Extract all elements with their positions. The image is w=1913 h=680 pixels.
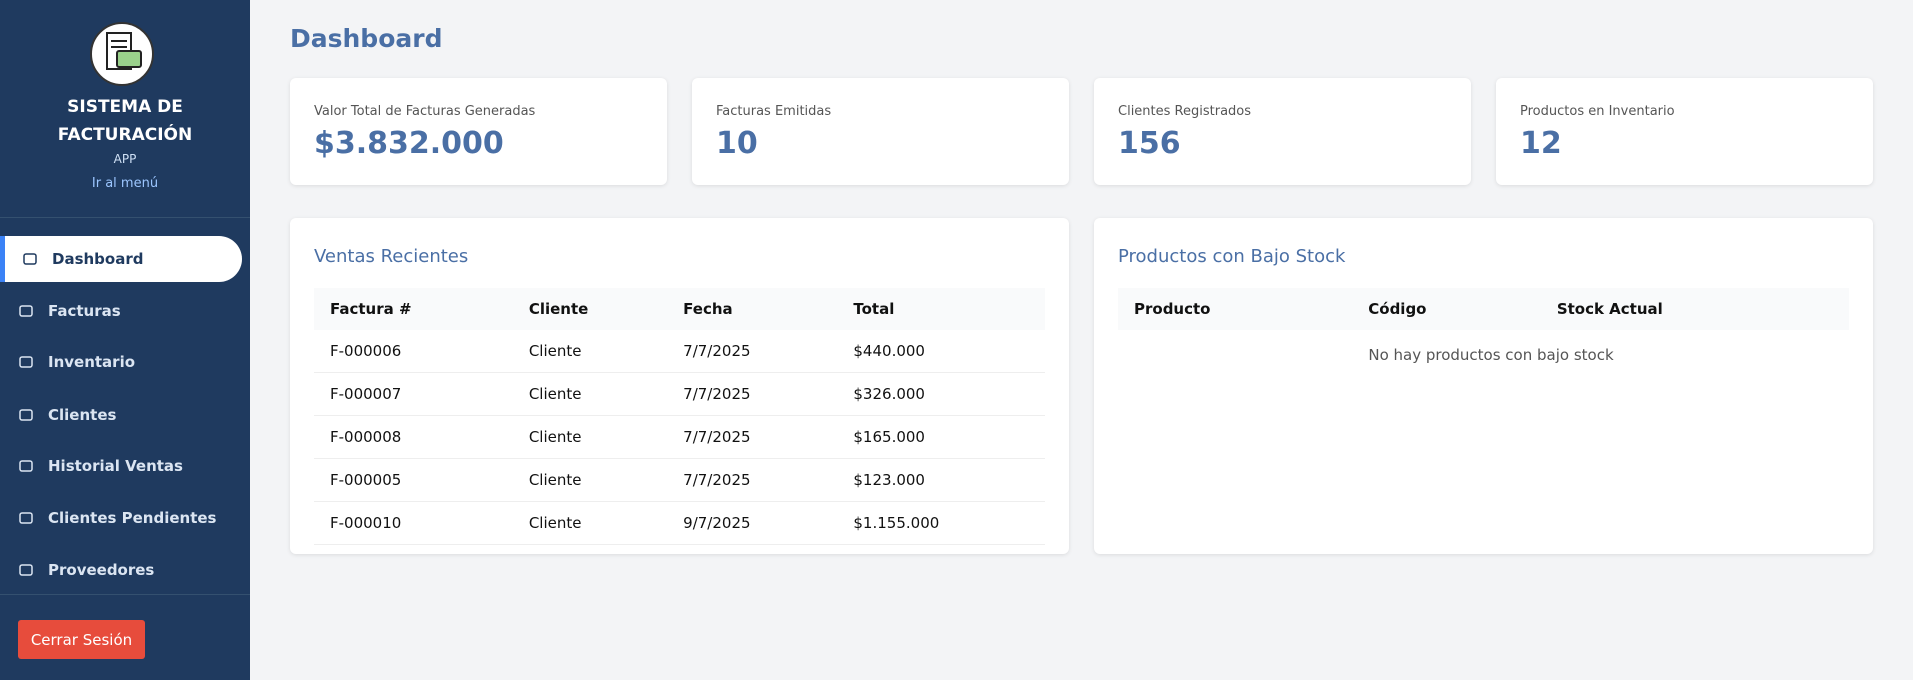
- column-header: Código: [1352, 288, 1541, 330]
- low-stock-panel: Productos con Bajo Stock Producto Código S…: [1094, 218, 1873, 554]
- table-cell: 9/7/2025: [667, 501, 838, 545]
- logout-button[interactable]: Cerrar Sesión: [18, 620, 145, 659]
- panel-title: Ventas Recientes: [314, 246, 469, 267]
- table-cell: Cliente: [512, 415, 668, 459]
- stat-card: Productos en Inventario 12: [1496, 78, 1873, 185]
- stat-value: 156: [1118, 126, 1181, 161]
- icon-shape: [19, 460, 33, 472]
- stat-label: Facturas Emitidas: [716, 104, 832, 119]
- empty-message: No hay productos con bajo stock: [1368, 346, 1614, 364]
- stat-label: Valor Total de Facturas Generadas: [314, 104, 536, 119]
- table-cell: 7/7/2025: [667, 415, 838, 459]
- table-cell: 7/7/2025: [667, 372, 838, 416]
- icon-shape: [19, 512, 33, 524]
- table-cell: $123.000: [837, 458, 1045, 502]
- stat-value: 10: [716, 126, 758, 161]
- stock-table: Producto Código Stock Actual No hay product…: [1118, 288, 1849, 380]
- nav-label[interactable]: Proveedores: [48, 561, 155, 579]
- stat-label: Clientes Registrados: [1118, 104, 1252, 119]
- column-header: Fecha: [667, 288, 838, 330]
- nav-label[interactable]: Facturas: [48, 302, 121, 320]
- table-row: F-000008 Cliente 7/7/2025 $165.000: [314, 415, 1045, 459]
- stat-card: Facturas Emitidas 10: [692, 78, 1069, 185]
- nav-icon: [19, 356, 33, 368]
- table-cell: $440.000: [837, 330, 1045, 373]
- table-cell: Cliente: [512, 458, 668, 502]
- divider: [0, 217, 250, 218]
- table-cell: $165.000: [837, 415, 1045, 459]
- sales-table: Factura # Cliente Fecha Total F-000006 Client…: [314, 288, 1045, 545]
- app-subtitle: APP: [113, 152, 137, 166]
- panel-title: Productos con Bajo Stock: [1118, 246, 1346, 267]
- recent-sales-panel: Ventas Recientes Factura # Cliente Fecha To…: [290, 218, 1069, 554]
- nav-icon: [23, 253, 37, 265]
- nav-label[interactable]: Clientes Pendientes: [48, 509, 217, 527]
- table-row: F-000006 Cliente 7/7/2025 $440.000: [314, 330, 1045, 373]
- stat-value: 12: [1520, 126, 1562, 161]
- table-cell: 7/7/2025: [667, 458, 838, 502]
- nav-label[interactable]: Historial Ventas: [48, 457, 183, 475]
- nav-icon: [19, 512, 33, 524]
- table-cell: 7/7/2025: [667, 330, 838, 373]
- column-header: Producto: [1118, 288, 1353, 330]
- table-cell: F-000006: [314, 330, 513, 373]
- nav-item[interactable]: Proveedores: [0, 547, 242, 593]
- table-cell: $1.155.000: [837, 501, 1045, 545]
- app-title: SISTEMA DE: [67, 97, 183, 117]
- icon-shape: [23, 253, 37, 265]
- table-cell: F-000005: [314, 458, 513, 502]
- sidebar: SISTEMA DE FACTURACIÓN APP Ir al menú Da…: [0, 0, 250, 680]
- column-header: Cliente: [512, 288, 668, 330]
- table-cell: Cliente: [512, 501, 668, 545]
- nav-item[interactable]: Dashboard: [0, 236, 242, 282]
- nav-label[interactable]: Dashboard: [52, 250, 144, 268]
- column-header: Total: [837, 288, 1045, 330]
- column-header: Factura #: [314, 288, 513, 330]
- icon-shape: [19, 356, 33, 368]
- table-cell: F-000007: [314, 372, 513, 416]
- table-cell: Cliente: [512, 330, 668, 373]
- divider: [0, 594, 250, 595]
- icon-shape: [19, 564, 33, 576]
- logo: [90, 22, 154, 86]
- table-header: Factura # Cliente Fecha Total: [314, 288, 1045, 330]
- empty-row: No hay productos con bajo stock: [1118, 330, 1849, 380]
- table-row: F-000007 Cliente 7/7/2025 $326.000: [314, 372, 1045, 416]
- nav-item[interactable]: Clientes: [0, 392, 242, 438]
- nav-icon: [19, 409, 33, 421]
- nav-icon: [19, 460, 33, 472]
- icon-shape: [19, 305, 33, 317]
- column-header: Stock Actual: [1540, 288, 1849, 330]
- stat-value: $3.832.000: [314, 126, 504, 161]
- stat-label: Productos en Inventario: [1520, 104, 1675, 119]
- table-cell: Cliente: [512, 372, 668, 416]
- nav-item[interactable]: Inventario: [0, 339, 242, 385]
- nav-item[interactable]: Historial Ventas: [0, 443, 242, 489]
- nav-icon: [19, 305, 33, 317]
- nav-label[interactable]: Clientes: [48, 406, 117, 424]
- stat-card: Valor Total de Facturas Generadas $3.832.…: [290, 78, 667, 185]
- table-cell: $326.000: [837, 372, 1045, 416]
- nav-icon: [19, 564, 33, 576]
- table-header: Producto Código Stock Actual: [1118, 288, 1849, 330]
- nav-item[interactable]: Facturas: [0, 288, 242, 334]
- stat-card: Clientes Registrados 156: [1094, 78, 1471, 185]
- table-row: F-000005 Cliente 7/7/2025 $123.000: [314, 458, 1045, 502]
- nav-label[interactable]: Inventario: [48, 353, 136, 371]
- app-title: FACTURACIÓN: [57, 125, 193, 145]
- menu-link[interactable]: Ir al menú: [91, 176, 159, 191]
- page-title: Dashboard: [290, 24, 443, 53]
- table-cell: F-000008: [314, 415, 513, 459]
- icon-shape: [19, 409, 33, 421]
- table-row: F-000010 Cliente 9/7/2025 $1.155.000: [314, 501, 1045, 545]
- nav-item[interactable]: Clientes Pendientes: [0, 495, 242, 541]
- table-cell: F-000010: [314, 501, 513, 545]
